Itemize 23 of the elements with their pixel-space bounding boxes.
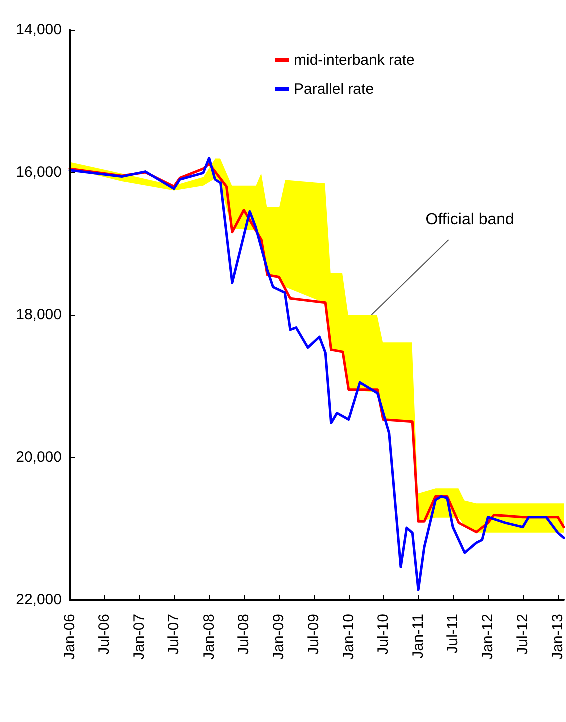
- x-tick-label: Jan-12: [480, 614, 497, 660]
- legend-label: Parallel rate: [294, 81, 374, 98]
- y-tick-label: 18,000: [16, 306, 62, 324]
- y-tick-label: 20,000: [16, 449, 62, 466]
- x-tick-label: Jan-13: [550, 614, 566, 660]
- x-tick-label: Jul-12: [514, 614, 532, 655]
- x-tick-label: Jan-07: [131, 614, 148, 660]
- x-tick-label: Jan-11: [410, 614, 428, 659]
- y-tick-label: 14,000: [16, 22, 62, 38]
- x-tick-label: Jan-10: [340, 614, 358, 660]
- x-tick-label: Jul-08: [236, 614, 253, 655]
- x-tick-label: Jul-10: [374, 614, 392, 655]
- y-tick-label: 22,000: [16, 592, 62, 608]
- x-tick-label: Jan-06: [62, 614, 78, 660]
- legend-label: mid-interbank rate: [294, 52, 415, 69]
- x-tick-label: Jul-09: [305, 614, 322, 655]
- y-tick-label: 16,000: [16, 164, 62, 181]
- annotation: Official band: [426, 212, 514, 228]
- x-tick-label: Jul-11: [444, 614, 462, 654]
- x-tick-label: Jul-06: [96, 614, 114, 655]
- x-tick-label: Jul-07: [166, 614, 183, 655]
- x-tick-label: Jan-09: [270, 614, 288, 660]
- x-tick-label: Jan-08: [200, 614, 218, 660]
